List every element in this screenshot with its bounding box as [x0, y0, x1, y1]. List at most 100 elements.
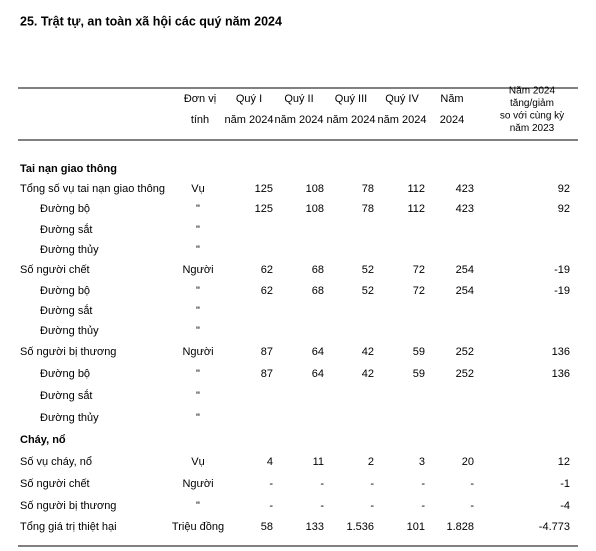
cell-value: 68 [312, 285, 324, 297]
cell-value: 62 [261, 264, 273, 276]
row-unit: " [196, 368, 200, 380]
header-cell: Quý III [335, 93, 367, 105]
cell-value: - [470, 478, 474, 490]
row-unit: Người [182, 346, 213, 358]
cell-value: 101 [407, 521, 425, 533]
header-cell: tính [191, 114, 209, 126]
cell-value: 108 [306, 183, 324, 195]
cell-value: 423 [456, 203, 474, 215]
cell-value: 133 [306, 521, 324, 533]
cell-value: 423 [456, 183, 474, 195]
cell-value: 62 [261, 285, 273, 297]
row-label: Đường bộ [40, 368, 90, 380]
cell-value: - [370, 478, 374, 490]
cell-value: 136 [552, 368, 570, 380]
cell-value: 59 [413, 346, 425, 358]
row-label: Đường bộ [40, 285, 90, 297]
row-unit: Người [182, 264, 213, 276]
row-unit: " [196, 244, 200, 256]
cell-value: 78 [362, 203, 374, 215]
header-cell: 2024 [440, 114, 464, 126]
header-cell: năm 2024 [378, 114, 427, 126]
row-label: Số người chết [20, 264, 90, 276]
header-cell: năm 2023 [510, 123, 555, 134]
cell-value: 68 [312, 264, 324, 276]
row-label: Đường thủy [40, 325, 99, 337]
cell-value: - [269, 500, 273, 512]
cell-value: 64 [312, 346, 324, 358]
row-label: Đường thủy [40, 412, 99, 424]
row-unit: Người [182, 478, 213, 490]
header-cell: Năm 2024 [509, 86, 556, 97]
header-cell: Năm [440, 93, 463, 105]
cell-value: 2 [368, 456, 374, 468]
cell-value: -4.773 [539, 521, 570, 533]
row-label: Số vụ cháy, nổ [20, 456, 92, 468]
row-label: Đường thủy [40, 244, 99, 256]
cell-value: -4 [560, 500, 570, 512]
cell-value: 254 [456, 264, 474, 276]
row-label: Số người bị thương [20, 346, 116, 358]
cell-value: 254 [456, 285, 474, 297]
row-unit: " [196, 412, 200, 424]
cell-value: 4 [267, 456, 273, 468]
cell-value: 92 [558, 203, 570, 215]
table-title: 25. Trật tự, an toàn xã hội các quý năm … [20, 14, 282, 28]
cell-value: 252 [456, 368, 474, 380]
cell-value: - [421, 500, 425, 512]
cell-value: 42 [362, 346, 374, 358]
cell-value: 112 [407, 183, 425, 195]
row-label: Số người chết [20, 478, 90, 490]
cell-value: 1.828 [446, 521, 474, 533]
header-cell: năm 2024 [275, 114, 324, 126]
row-unit: " [196, 224, 200, 236]
cell-value: 252 [456, 346, 474, 358]
section-title: Tai nạn giao thông [20, 163, 117, 175]
cell-value: 11 [313, 456, 324, 468]
header-cell: so với cùng kỳ [500, 111, 564, 122]
cell-value: - [269, 478, 273, 490]
section-title: Cháy, nổ [20, 434, 66, 446]
cell-value: -1 [560, 478, 570, 490]
cell-value: 87 [261, 368, 273, 380]
header-cell: Quý II [284, 93, 313, 105]
header-cell: năm 2024 [327, 114, 376, 126]
cell-value: 78 [362, 183, 374, 195]
cell-value: 20 [462, 456, 474, 468]
cell-value: 58 [261, 521, 273, 533]
cell-value: 42 [362, 368, 374, 380]
header-cell: Quý IV [385, 93, 419, 105]
row-label: Tổng giá trị thiệt hại [20, 521, 117, 533]
row-label: Đường sắt [40, 223, 93, 236]
cell-value: 125 [255, 203, 273, 215]
cell-value: 136 [552, 346, 570, 358]
cell-value: 112 [407, 203, 425, 215]
cell-value: -19 [554, 264, 570, 276]
row-unit: " [196, 500, 200, 512]
cell-value: 3 [419, 456, 425, 468]
row-unit: " [196, 203, 200, 215]
cell-value: - [320, 478, 324, 490]
header-cell: tăng/giảm [510, 98, 554, 109]
row-unit: Triệu đồng [172, 521, 224, 533]
cell-value: - [370, 500, 374, 512]
cell-value: 125 [255, 183, 273, 195]
cell-value: 1.536 [346, 521, 374, 533]
row-unit: " [196, 325, 200, 337]
cell-value: -19 [554, 285, 570, 297]
row-unit: " [196, 285, 200, 297]
row-label: Số người bị thương [20, 500, 116, 512]
row-label: Đường sắt [40, 389, 93, 402]
cell-value: 87 [261, 346, 273, 358]
cell-value: 52 [362, 264, 374, 276]
row-label: Đường sắt [40, 304, 93, 317]
cell-value: 59 [413, 368, 425, 380]
cell-value: 64 [312, 368, 324, 380]
row-unit: Vụ [191, 456, 204, 468]
row-unit: " [196, 305, 200, 317]
cell-value: 72 [413, 264, 425, 276]
header-cell: Quý I [236, 93, 262, 105]
cell-value: - [470, 500, 474, 512]
cell-value: 12 [558, 456, 570, 468]
